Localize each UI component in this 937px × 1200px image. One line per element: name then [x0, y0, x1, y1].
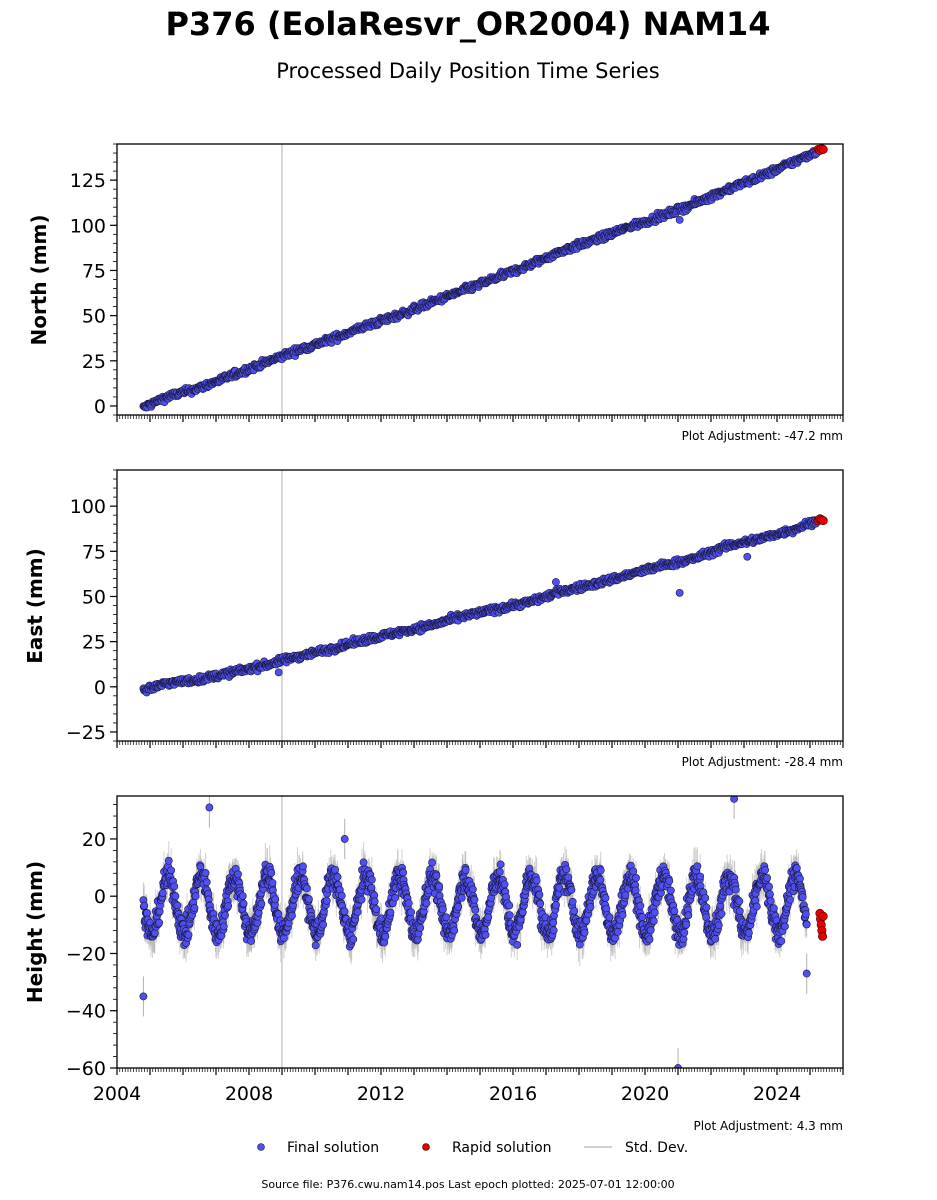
y-tick-label: 0 — [94, 396, 106, 418]
x-axis — [116, 415, 844, 422]
y-axis: −25 0 25 50 75 100 — [66, 469, 117, 744]
y-tick-label: 25 — [82, 351, 106, 373]
y-tick-label: 100 — [70, 496, 106, 518]
height-panel: Height (mm) Plot Adjustment: 4.3 mm −60−… — [23, 795, 844, 1133]
y-tick-label: 75 — [82, 541, 106, 563]
chart-subtitle: Processed Daily Position Time Series — [276, 59, 660, 83]
outlier-point — [675, 588, 684, 597]
height-axis-label: Height (mm) — [23, 861, 47, 1003]
outlier-point — [274, 668, 283, 677]
chart-title: P376 (EolaResvr_OR2004) NAM14 — [165, 5, 770, 43]
y-tick-label: 50 — [82, 586, 106, 608]
y-tick-label: −25 — [66, 722, 106, 744]
y-tick-label: 25 — [82, 632, 106, 654]
plot-frame — [116, 469, 844, 742]
y-tick-label: 50 — [82, 306, 106, 328]
final-points — [139, 147, 821, 412]
rapid-point — [818, 516, 828, 526]
east-panel: East (mm) Plot Adjustment: -28.4 mm −25 0… — [23, 469, 844, 769]
north-panel: North (mm) Plot Adjustment: -47.2 mm 0 25… — [27, 143, 844, 443]
rapid-points — [813, 144, 828, 155]
height-plot-adjustment: Plot Adjustment: 4.3 mm — [694, 1119, 843, 1133]
east-plot-adjustment: Plot Adjustment: -28.4 mm — [682, 755, 843, 769]
x-axis — [116, 741, 844, 748]
plot-area — [139, 796, 828, 1068]
y-tick-label: 75 — [82, 260, 106, 282]
plot-area — [139, 144, 828, 415]
y-tick-label: 125 — [70, 170, 106, 192]
plot-area — [139, 470, 828, 741]
y-tick-label: 100 — [70, 215, 106, 237]
outlier-point — [552, 578, 560, 586]
y-axis: 0 25 50 75 100 125 — [70, 143, 117, 418]
outlier-point — [675, 215, 684, 224]
rapid-point — [818, 144, 828, 154]
rapid-points — [813, 514, 828, 526]
east-axis-label: East (mm) — [23, 548, 47, 664]
north-plot-adjustment: Plot Adjustment: -47.2 mm — [682, 429, 843, 443]
outlier-point — [743, 552, 752, 561]
y-tick-label: 0 — [94, 677, 106, 699]
north-axis-label: North (mm) — [27, 214, 51, 345]
final-points — [139, 516, 821, 697]
